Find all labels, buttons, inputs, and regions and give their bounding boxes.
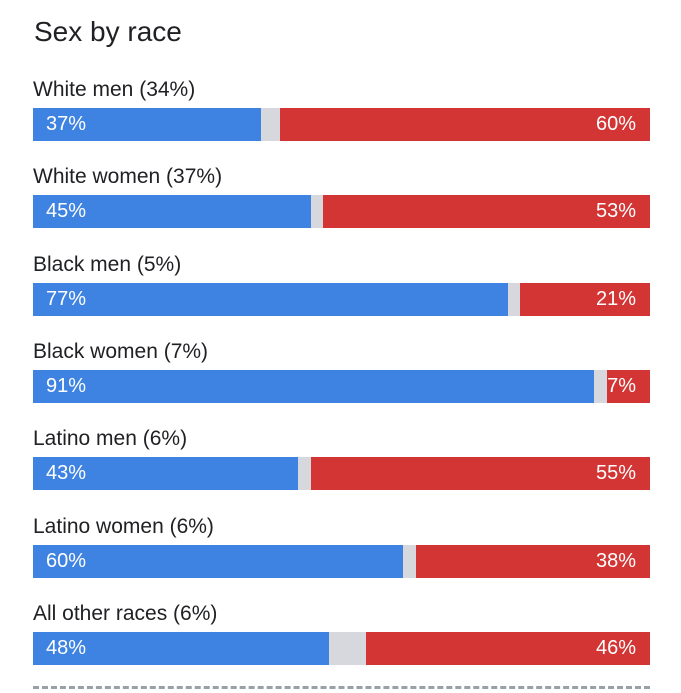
bottom-divider <box>33 686 650 689</box>
category-label: Black women (7%) <box>33 339 209 363</box>
bar-segment-blue <box>33 631 330 665</box>
bar-track: 37% 60% <box>33 108 650 141</box>
bar-track: 60% 38% <box>33 544 650 578</box>
bar-track: 77% 21% <box>33 282 650 316</box>
bar-segment-blue <box>33 457 299 491</box>
data-label-blue: 91% <box>46 374 87 397</box>
data-label-red: 46% <box>595 636 636 659</box>
category-label: White men (34%) <box>33 78 196 101</box>
bar-segment-red <box>415 544 650 578</box>
bar-track: 45% 53% <box>33 195 650 229</box>
category-label: Latino men (6%) <box>33 427 188 451</box>
bar-segment-blue <box>33 369 595 403</box>
category-label: Black men (5%) <box>33 252 182 276</box>
data-label-blue: 77% <box>46 287 87 310</box>
data-label-blue: 48% <box>46 636 87 659</box>
data-label-red: 55% <box>595 462 636 485</box>
data-label-red: 38% <box>595 549 636 572</box>
bar-segment-red <box>520 282 650 316</box>
bar-track: 43% 55% <box>33 457 650 491</box>
data-label-blue: 43% <box>46 462 87 485</box>
bar-track: 48% 46% <box>33 631 650 665</box>
data-label-blue: 45% <box>46 200 87 223</box>
bar-segment-blue <box>33 108 262 141</box>
chart-title: Sex by race <box>34 16 182 47</box>
data-label-red: 53% <box>595 200 636 223</box>
data-label-red: 7% <box>607 374 636 397</box>
bar-segment-red <box>279 108 650 141</box>
bar-segment-blue <box>33 282 509 316</box>
bar-segment-blue <box>33 195 311 229</box>
bar-segment-red <box>323 195 650 229</box>
bar-segment-red <box>606 369 650 403</box>
category-label: White women (37%) <box>33 165 223 189</box>
data-label-blue: 60% <box>46 549 87 572</box>
bar-segment-red <box>310 457 650 491</box>
bar-segment-red <box>366 631 650 665</box>
bar-segment-blue <box>33 544 404 578</box>
data-label-blue: 37% <box>46 113 87 135</box>
data-label-red: 21% <box>595 287 636 310</box>
bar-track: 91% 7% <box>33 369 650 403</box>
data-label-red: 60% <box>595 113 636 135</box>
category-label: All other races (6%) <box>33 601 218 625</box>
category-label: Latino women (6%) <box>33 514 214 538</box>
